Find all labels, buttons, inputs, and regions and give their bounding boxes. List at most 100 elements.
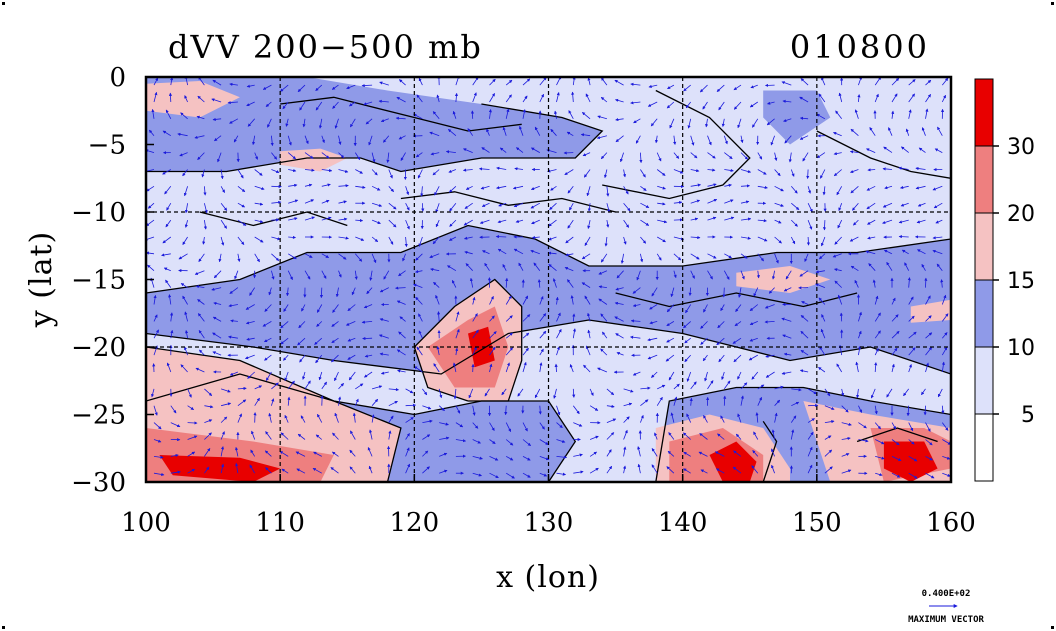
wind-vector-175 bbox=[271, 200, 282, 204]
wind-vector-258 bbox=[321, 381, 327, 390]
wind-vector-15 bbox=[153, 329, 159, 339]
wind-vector-448 bbox=[455, 347, 459, 356]
wind-vector-300 bbox=[351, 287, 356, 296]
wind-vector-659 bbox=[598, 270, 608, 275]
wind-vector-546 bbox=[517, 388, 524, 397]
wind-vector-501 bbox=[489, 439, 496, 445]
wind-vector-583 bbox=[549, 202, 557, 210]
wind-vector-1073 bbox=[891, 363, 895, 373]
wind-vector-765 bbox=[668, 432, 675, 440]
wind-vector-927 bbox=[782, 334, 792, 339]
wind-vector-500 bbox=[489, 422, 495, 432]
wind-vectors bbox=[146, 77, 951, 479]
wind-vector-998 bbox=[839, 312, 843, 322]
wind-vector-641 bbox=[583, 364, 591, 373]
wind-vector-307 bbox=[354, 398, 359, 406]
wind-vector-995 bbox=[833, 268, 842, 272]
wind-vector-1148 bbox=[941, 422, 949, 431]
wind-vector-192 bbox=[279, 84, 289, 92]
wind-vector-137 bbox=[229, 371, 239, 376]
wind-vector-585 bbox=[548, 236, 557, 241]
wind-vector-476 bbox=[472, 422, 479, 429]
wind-vector-202 bbox=[287, 253, 297, 260]
wind-vector-61 bbox=[182, 295, 188, 305]
wind-vector-670 bbox=[606, 449, 612, 457]
wind-vector-757 bbox=[666, 304, 675, 313]
wind-vector-1077 bbox=[891, 439, 900, 446]
wind-vector-747 bbox=[673, 135, 677, 146]
wind-vector-844 bbox=[740, 152, 748, 160]
wind-vector-1016 bbox=[853, 219, 859, 226]
wind-vector-1087 bbox=[900, 202, 909, 207]
wind-vector-1060 bbox=[883, 146, 893, 153]
wind-vector-549 bbox=[522, 439, 532, 447]
wind-vector-276 bbox=[335, 287, 339, 298]
wind-vector-260 bbox=[317, 413, 323, 423]
wind-vector-530 bbox=[522, 109, 526, 119]
wind-vector-754 bbox=[673, 253, 682, 261]
wind-vector-634 bbox=[581, 253, 591, 260]
wind-vector-248 bbox=[321, 216, 332, 221]
wind-vector-233 bbox=[302, 371, 306, 380]
wind-vector-971 bbox=[815, 270, 825, 274]
wind-vector-114 bbox=[220, 388, 231, 393]
wind-vector-954 bbox=[807, 388, 817, 395]
wind-vector-231 bbox=[297, 337, 306, 346]
wind-vector-188 bbox=[268, 412, 272, 423]
wind-vector-223 bbox=[304, 199, 315, 204]
wind-vector-177 bbox=[271, 236, 281, 241]
wind-vector-832 bbox=[718, 354, 725, 363]
wind-vector-179 bbox=[271, 270, 275, 280]
wind-vector-613 bbox=[570, 295, 574, 305]
wind-vector-930 bbox=[791, 388, 802, 392]
wind-vector-429 bbox=[439, 436, 450, 440]
wind-vector-135 bbox=[228, 335, 238, 339]
wind-vector-78 bbox=[203, 186, 207, 196]
wind-vector-542 bbox=[522, 314, 531, 322]
wind-vector-280 bbox=[331, 354, 339, 363]
wind-vector-938 bbox=[799, 116, 809, 120]
wind-vector-62 bbox=[184, 311, 188, 322]
wind-vector-531 bbox=[519, 125, 524, 136]
wind-vector-373 bbox=[396, 300, 406, 305]
wind-vector-818 bbox=[721, 118, 725, 128]
wind-vector-636 bbox=[581, 282, 591, 288]
wind-vector-816 bbox=[716, 84, 725, 92]
wind-vector-899 bbox=[771, 270, 776, 280]
wind-vector-459 bbox=[467, 128, 474, 136]
wind-vector-451 bbox=[455, 405, 461, 414]
wind-vector-1047 bbox=[874, 330, 881, 339]
wind-vector-643 bbox=[589, 405, 599, 411]
wind-vector-782 bbox=[683, 321, 691, 329]
wind-vector-431 bbox=[439, 469, 448, 474]
wind-vector-131 bbox=[234, 270, 239, 280]
wind-vector-434 bbox=[452, 110, 457, 119]
wind-vector-737 bbox=[651, 371, 658, 378]
wind-vector-721 bbox=[647, 101, 658, 107]
wind-vector-966 bbox=[822, 186, 826, 196]
wind-vector-1083 bbox=[905, 128, 910, 136]
wind-vector-109 bbox=[213, 301, 222, 306]
wind-vector-203 bbox=[287, 270, 293, 281]
wind-vector-625 bbox=[585, 93, 591, 103]
wind-vector-743 bbox=[651, 464, 658, 474]
wind-vector-87 bbox=[198, 329, 205, 339]
wind-vector-1125 bbox=[925, 439, 933, 446]
wind-vector-680 bbox=[623, 219, 630, 228]
wind-vector-1096 bbox=[908, 347, 916, 356]
wind-vector-942 bbox=[807, 186, 812, 194]
wind-vector-166 bbox=[250, 449, 256, 457]
wind-vector-172 bbox=[271, 152, 278, 160]
y-tick-label: −10 bbox=[71, 198, 126, 228]
wind-vector-1117 bbox=[925, 295, 931, 305]
wind-vector-675 bbox=[615, 135, 624, 143]
wind-vector-274 bbox=[338, 253, 347, 260]
wind-vector-647 bbox=[589, 467, 599, 474]
wind-vector-550 bbox=[522, 456, 531, 461]
wind-vector-488 bbox=[479, 219, 490, 224]
wind-vector-287 bbox=[330, 467, 339, 474]
wind-vector-805 bbox=[703, 304, 708, 313]
filled-region-17 bbox=[159, 455, 281, 482]
wind-vector-216 bbox=[297, 84, 306, 93]
wind-vector-1135 bbox=[933, 202, 943, 209]
